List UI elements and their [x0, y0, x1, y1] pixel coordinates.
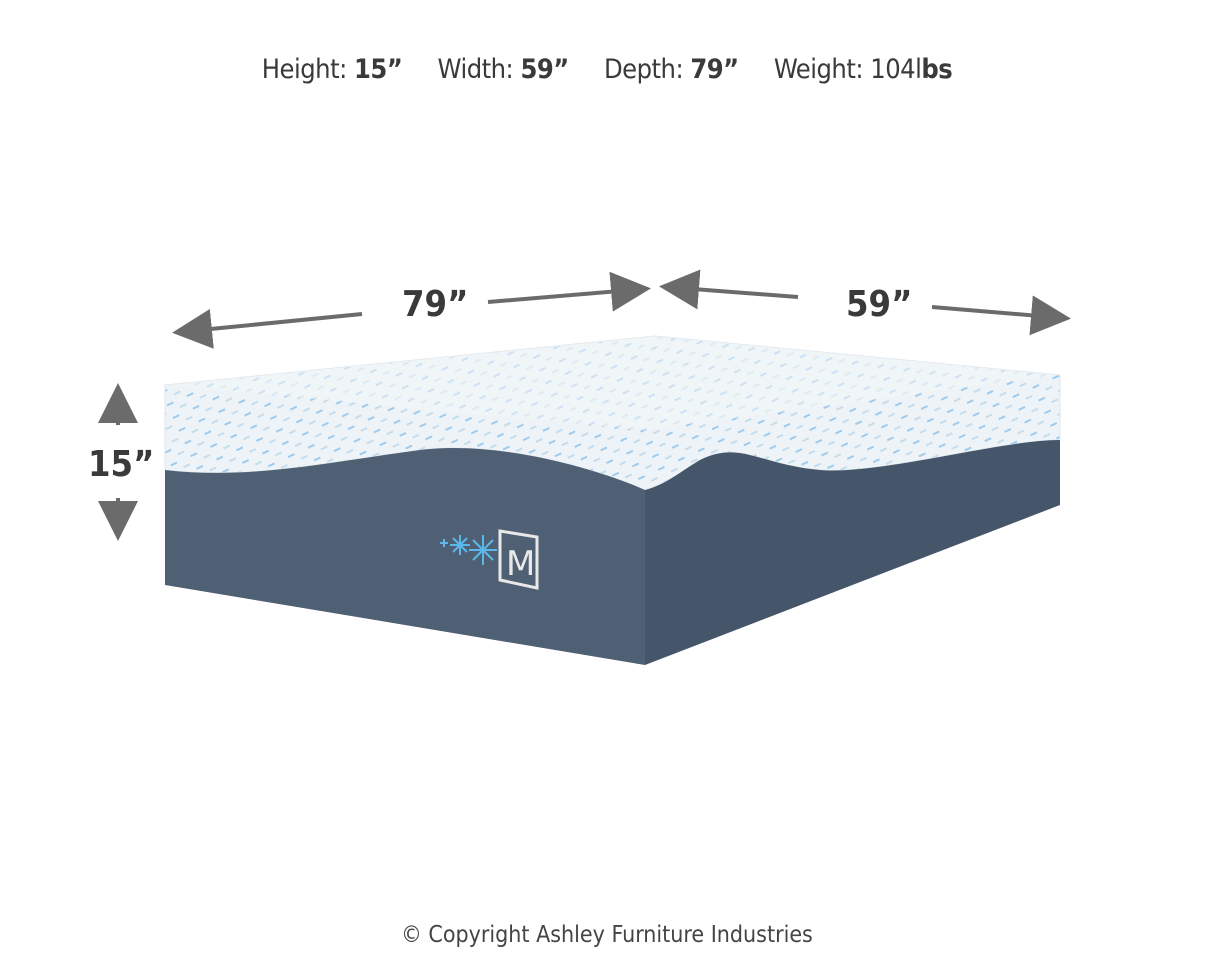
height-label: 15”	[88, 444, 155, 485]
spec-weight: Weight: 104lbs	[773, 54, 953, 85]
length-label: 79”	[402, 284, 469, 325]
dimension-arrows	[98, 269, 1071, 541]
spec-height: Height: 15”	[261, 54, 403, 85]
arrow-left-icon	[659, 269, 799, 310]
width-label: 59”	[846, 284, 913, 325]
spec-depth: Depth: 79”	[603, 54, 739, 85]
arrow-right-icon	[931, 295, 1071, 336]
brand-logo: M	[498, 529, 539, 590]
arrow-left-icon	[172, 308, 363, 349]
snowflake-icon	[440, 535, 497, 565]
svg-text:M: M	[506, 544, 535, 584]
spec-width: Width: 59”	[437, 54, 570, 85]
spec-bar: Height: 15” Width: 59” Depth: 79” Weight…	[0, 54, 1214, 85]
mattress-base-left	[165, 448, 645, 665]
mattress-base-right	[645, 440, 1060, 665]
arrow-right-icon	[487, 271, 651, 312]
copyright: © Copyright Ashley Furniture Industries	[401, 922, 813, 948]
